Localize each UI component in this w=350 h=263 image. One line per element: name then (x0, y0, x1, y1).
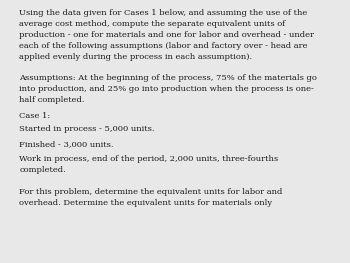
Text: Work in process, end of the period, 2,000 units, three-fourths
completed.: Work in process, end of the period, 2,00… (19, 155, 278, 174)
Text: Assumptions: At the beginning of the process, 75% of the materials go
into produ: Assumptions: At the beginning of the pro… (19, 74, 317, 104)
Text: Using the data given for Cases 1 below, and assuming the use of the
average cost: Using the data given for Cases 1 below, … (19, 9, 314, 61)
Text: Started in process - 5,000 units.: Started in process - 5,000 units. (19, 125, 155, 133)
Text: Finished - 3,000 units.: Finished - 3,000 units. (19, 140, 114, 148)
Text: Case 1:: Case 1: (19, 112, 50, 120)
Text: For this problem, determine the equivalent units for labor and
overhead. Determi: For this problem, determine the equivale… (19, 188, 283, 207)
